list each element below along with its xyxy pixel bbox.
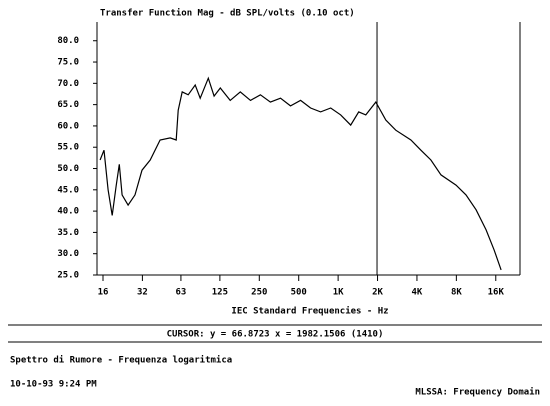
- y-tick-label: 30.0: [57, 249, 79, 259]
- y-tick-label: 40.0: [57, 207, 79, 217]
- y-tick-label: 80.0: [57, 36, 79, 46]
- x-tick-label: 500: [291, 288, 307, 298]
- y-tick-label: 60.0: [57, 121, 79, 131]
- footer: MLSSA: Frequency Domain: [415, 387, 540, 398]
- y-tick-label: 65.0: [57, 100, 79, 110]
- x-tick-label: 16: [98, 288, 109, 298]
- x-tick-label: 8K: [451, 288, 462, 298]
- x-tick-label: 4K: [412, 288, 423, 298]
- x-axis-label: IEC Standard Frequencies - Hz: [231, 306, 388, 317]
- y-tick-label: 45.0: [57, 185, 79, 195]
- y-tick-label: 25.0: [57, 271, 79, 281]
- x-tick-label: 125: [212, 288, 228, 298]
- y-tick-label: 75.0: [57, 58, 79, 68]
- x-tick-label: 16K: [488, 288, 505, 298]
- response-line: [99, 76, 502, 271]
- y-tick-label: 35.0: [57, 228, 79, 238]
- chart-title: Transfer Function Mag - dB SPL/volts (0.…: [100, 8, 355, 19]
- y-tick-label: 70.0: [57, 79, 79, 89]
- x-tick-label: 32: [137, 288, 148, 298]
- caption: Spettro di Rumore - Frequenza logaritmic…: [10, 355, 232, 366]
- y-tick-label: 55.0: [57, 143, 79, 153]
- cursor-readout: CURSOR: y = 66.8723 x = 1982.1506 (1410): [167, 330, 384, 340]
- x-tick-label: 250: [251, 288, 267, 298]
- timestamp: 10-10-93 9:24 PM: [10, 380, 97, 390]
- y-tick-label: 50.0: [57, 164, 79, 174]
- x-tick-label: 63: [175, 288, 186, 298]
- x-tick-label: 1K: [333, 288, 344, 298]
- x-tick-label: 2K: [372, 288, 383, 298]
